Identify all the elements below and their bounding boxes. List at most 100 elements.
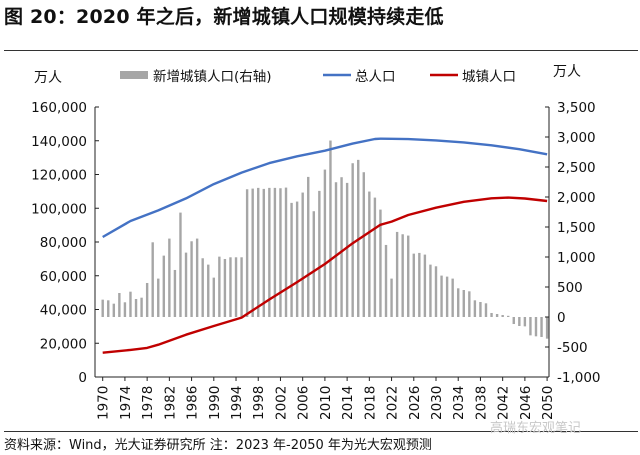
bar-2004 (290, 202, 293, 317)
bar-1975 (129, 291, 132, 317)
bar-2048 (534, 317, 538, 337)
bar-1972 (112, 303, 116, 317)
x-tick-label: 2034 (451, 386, 467, 420)
left-tick-label: 60,000 (40, 269, 87, 285)
bar-2010 (323, 169, 327, 317)
bar-2020 (379, 209, 382, 317)
bar-2029 (429, 264, 432, 317)
bar-2014 (345, 182, 349, 317)
bar-2047 (529, 317, 532, 336)
bar-2031 (440, 275, 443, 317)
source-note: 资料来源：Wind，光大证券研究所 注：2023 年-2050 年为光大宏观预测 (4, 438, 432, 453)
bar-1992 (223, 258, 227, 317)
legend-total-label: 总人口 (355, 69, 396, 85)
bar-1988 (201, 258, 204, 317)
bar-1986 (190, 241, 193, 317)
bar-2044 (512, 317, 515, 325)
x-tick-label: 2018 (362, 386, 378, 420)
x-tick-label: 2030 (429, 386, 445, 420)
legend-bar-label: 新增城镇人口(右轴) (153, 69, 272, 85)
left-tick-label: 20,000 (40, 336, 87, 352)
bar-2002 (279, 188, 282, 317)
bar-2034 (457, 288, 460, 317)
bar-2046 (523, 317, 527, 327)
right-tick-label: 3,500 (557, 100, 596, 116)
bar-2050 (545, 317, 549, 339)
x-tick-label: 2010 (318, 386, 334, 420)
bar-1973 (118, 293, 121, 317)
bar-1970 (101, 299, 104, 317)
bar-1983 (173, 269, 177, 317)
right-tick-label: -1,000 (557, 370, 601, 386)
bar-2024 (401, 234, 404, 317)
left-tick-label: 0 (78, 370, 87, 386)
left-tick-label: 140,000 (31, 134, 87, 150)
bar-2000 (268, 187, 271, 317)
bar-1994 (234, 257, 238, 317)
bar-2018 (368, 191, 371, 317)
bar-1984 (179, 212, 182, 317)
bar-1989 (207, 264, 210, 317)
left-tick-label: 100,000 (31, 201, 87, 217)
left-tick-label: 160,000 (31, 100, 87, 116)
bar-2033 (451, 278, 454, 317)
bar-1993 (229, 257, 232, 317)
left-tick-label: 40,000 (40, 303, 87, 319)
line-urban-population (102, 196, 548, 354)
bar-1999 (262, 188, 265, 317)
bar-2006 (301, 192, 304, 317)
x-tick-label: 2022 (385, 386, 401, 420)
bar-1978 (145, 282, 149, 317)
bar-1996 (245, 189, 249, 317)
bar-2001 (273, 187, 277, 317)
right-tick-label: 3,000 (557, 130, 596, 146)
title-divider (4, 50, 638, 51)
bar-1991 (218, 256, 221, 317)
bar-1974 (123, 302, 127, 317)
bar-2013 (340, 177, 343, 317)
bar-1990 (212, 277, 215, 317)
bar-2043 (507, 315, 510, 317)
x-tick-label: 1970 (96, 386, 112, 420)
bar-2035 (462, 290, 465, 317)
bar-1980 (157, 278, 160, 317)
x-tick-label: 1978 (140, 386, 156, 420)
bar-1981 (162, 255, 166, 317)
bar-2038 (479, 302, 482, 317)
bar-2005 (295, 201, 299, 317)
x-tick-label: 1990 (207, 386, 223, 420)
bar-2026 (412, 253, 415, 317)
bar-2037 (473, 300, 477, 317)
bar-1979 (151, 242, 154, 317)
bar-2025 (407, 235, 410, 317)
bar-2040 (490, 312, 493, 317)
bar-1976 (134, 299, 138, 317)
bar-2021 (384, 244, 388, 317)
bar-2019 (373, 197, 377, 317)
right-tick-label: 2,500 (557, 160, 596, 176)
bar-2022 (390, 278, 393, 317)
left-axis-unit: 万人 (34, 70, 62, 86)
x-tick-label: 2002 (273, 386, 289, 420)
x-tick-label: 2042 (496, 386, 512, 420)
x-tick-label: 1986 (185, 386, 201, 420)
watermark: 高瑞东宏观笔记 (490, 421, 582, 436)
bar-2008 (312, 211, 315, 317)
bar-2009 (318, 190, 321, 317)
bar-1998 (257, 187, 260, 317)
x-tick-label: 2046 (518, 386, 534, 420)
right-tick-label: 1,000 (557, 250, 596, 266)
bar-2017 (362, 172, 365, 317)
bar-2023 (395, 231, 399, 317)
bar-2045 (518, 317, 521, 326)
x-tick-label: 2006 (296, 386, 312, 420)
left-tick-label: 80,000 (40, 235, 87, 251)
bar-2049 (540, 317, 543, 337)
left-tick-label: 120,000 (31, 168, 87, 184)
bar-2007 (307, 176, 310, 317)
bar-2030 (434, 266, 438, 317)
x-tick-label: 1974 (118, 386, 134, 420)
bar-2028 (423, 254, 427, 317)
x-tick-label: 1982 (162, 386, 178, 420)
x-tick-label: 2026 (407, 386, 423, 420)
